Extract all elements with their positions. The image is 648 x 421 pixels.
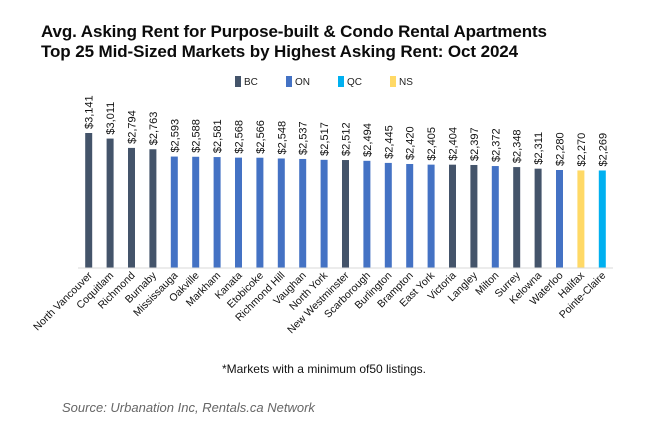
bar	[384, 162, 392, 268]
bar	[470, 164, 478, 268]
legend-label-qc: QC	[347, 77, 362, 88]
bar	[85, 133, 93, 268]
value-label: $2,537	[298, 121, 310, 155]
value-label: $2,405	[426, 127, 438, 161]
footnote: *Markets with a minimum of50 listings.	[221, 362, 427, 376]
legend-label-bc: BC	[244, 77, 258, 88]
bar	[128, 147, 135, 268]
bar	[427, 164, 435, 268]
source-line: Source: Urbanation Inc, Rentals.ca Netwo…	[62, 400, 315, 415]
legend-swatch-on	[286, 76, 292, 87]
value-label: $2,517	[319, 122, 331, 156]
bar	[363, 160, 371, 268]
value-label: $2,270	[576, 133, 588, 167]
value-label: $2,566	[255, 120, 267, 154]
bar	[106, 138, 114, 268]
legend-label-on: ON	[295, 77, 310, 88]
bar	[320, 159, 328, 268]
bar	[598, 170, 606, 268]
value-label: $2,588	[191, 119, 203, 153]
legend-swatch-bc	[235, 76, 241, 87]
value-label: $3,011	[105, 102, 117, 135]
chart-title: Avg. Asking Rent for Purpose-built & Con…	[41, 22, 547, 41]
value-label: $2,763	[148, 112, 160, 146]
bar	[513, 167, 521, 268]
legend-label-ns: NS	[399, 77, 413, 88]
bar	[170, 156, 178, 268]
bar	[491, 166, 499, 268]
value-label: $2,420	[405, 126, 417, 160]
value-label: $2,548	[276, 121, 288, 155]
value-label: $2,280	[555, 132, 567, 166]
value-label: $2,494	[362, 123, 374, 157]
bar	[556, 170, 563, 268]
value-label: $2,568	[234, 120, 246, 154]
bar	[299, 158, 307, 268]
value-label: $2,311	[533, 132, 545, 165]
value-label: $2,512	[341, 122, 353, 156]
value-label: $2,404	[448, 127, 460, 161]
value-label: $2,269	[597, 133, 609, 167]
bar	[449, 164, 456, 268]
value-label: $2,372	[490, 128, 502, 162]
value-label: $2,593	[169, 119, 181, 153]
value-label: $2,445	[383, 125, 395, 159]
legend-swatch-ns	[390, 76, 396, 87]
value-label: $2,794	[127, 110, 139, 144]
bar	[192, 156, 200, 268]
bar	[534, 168, 542, 268]
value-label: $2,348	[512, 129, 524, 163]
bar	[149, 149, 157, 268]
bar	[342, 160, 349, 268]
value-label: $2,581	[212, 119, 224, 153]
bar	[406, 163, 414, 268]
bar	[235, 157, 242, 268]
value-label: $2,397	[469, 127, 481, 161]
chart-subtitle: Top 25 Mid-Sized Markets by Highest Aski…	[41, 42, 519, 61]
bar	[213, 157, 221, 268]
value-label: $3,141	[84, 95, 96, 129]
bar	[256, 157, 264, 268]
bar	[277, 158, 285, 268]
legend-swatch-qc	[338, 76, 344, 87]
bar	[577, 170, 585, 268]
